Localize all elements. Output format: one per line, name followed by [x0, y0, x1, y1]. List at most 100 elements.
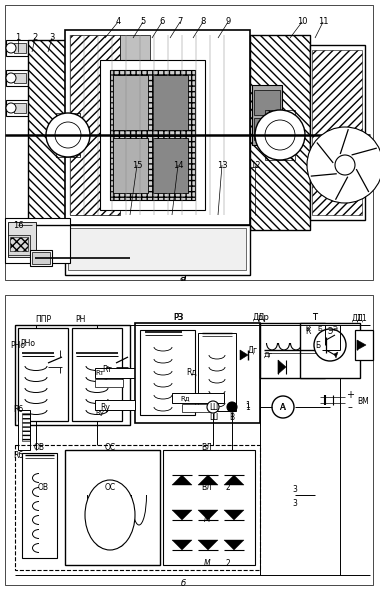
Bar: [95, 400, 135, 410]
Text: Rд: Rд: [180, 395, 190, 401]
Text: 7: 7: [177, 17, 183, 26]
Circle shape: [6, 103, 16, 113]
Bar: [56, 113, 80, 157]
Text: ВЛ: ВЛ: [202, 443, 212, 451]
Bar: [265, 110, 295, 160]
Ellipse shape: [85, 480, 135, 550]
Text: Э: Э: [332, 326, 337, 332]
Text: ОВ: ОВ: [38, 484, 49, 493]
Text: ОС: ОС: [105, 443, 116, 451]
Text: Дг: Дг: [263, 352, 272, 358]
Circle shape: [207, 401, 219, 413]
Text: Rб: Rб: [13, 451, 23, 460]
Polygon shape: [172, 510, 192, 520]
Bar: [5, 5, 373, 280]
Polygon shape: [357, 340, 366, 350]
Bar: [8, 222, 36, 257]
Text: РНо: РНо: [11, 340, 25, 349]
Bar: [120, 155, 150, 210]
Text: 2: 2: [226, 484, 230, 493]
Text: 6: 6: [159, 17, 165, 26]
Text: РЗ: РЗ: [173, 313, 183, 323]
Text: 10: 10: [297, 17, 307, 26]
Text: Э: Э: [328, 328, 332, 337]
Text: Т: Т: [312, 313, 318, 323]
Text: 3: 3: [49, 34, 55, 43]
Text: Ш: Ш: [209, 403, 217, 413]
Text: Т: Т: [313, 313, 317, 323]
Text: Rу: Rу: [95, 410, 104, 416]
Bar: [135, 323, 260, 423]
Bar: [30, 250, 52, 266]
Text: 13: 13: [217, 160, 227, 169]
Polygon shape: [198, 475, 218, 485]
Bar: [312, 50, 362, 215]
Text: 5: 5: [140, 17, 146, 26]
Bar: [300, 323, 360, 378]
Bar: [6, 100, 28, 116]
Text: Б: Б: [315, 340, 321, 349]
Text: В: В: [230, 413, 234, 422]
Text: М: М: [204, 515, 210, 524]
Bar: [70, 35, 120, 215]
Bar: [6, 40, 28, 56]
Bar: [113, 138, 148, 193]
Text: 9: 9: [225, 17, 231, 26]
Polygon shape: [240, 350, 248, 360]
Bar: [172, 393, 224, 403]
Bar: [8, 235, 30, 255]
Text: 16: 16: [13, 220, 23, 229]
Bar: [10, 237, 28, 251]
Circle shape: [272, 396, 294, 418]
Text: Др: Др: [253, 313, 263, 323]
Bar: [14, 103, 26, 113]
Polygon shape: [198, 510, 218, 520]
Text: 14: 14: [173, 160, 183, 169]
Text: +: +: [346, 390, 354, 400]
Text: 1: 1: [245, 403, 250, 412]
Bar: [100, 60, 205, 210]
Bar: [110, 70, 195, 200]
Text: 3: 3: [293, 499, 298, 508]
Circle shape: [46, 113, 90, 157]
Text: 15: 15: [132, 160, 142, 169]
Text: М: М: [204, 559, 210, 568]
Bar: [310, 45, 365, 220]
Text: Б: Б: [318, 326, 322, 332]
Circle shape: [6, 43, 16, 53]
Bar: [110, 70, 195, 200]
Polygon shape: [224, 540, 244, 550]
Text: Др: Др: [258, 313, 270, 323]
Bar: [72, 328, 122, 421]
Bar: [32, 252, 50, 264]
Bar: [15, 445, 260, 570]
Text: 8: 8: [200, 17, 206, 26]
Text: А: А: [280, 403, 286, 412]
Text: РН: РН: [75, 316, 85, 325]
Bar: [5, 295, 373, 585]
Polygon shape: [224, 510, 244, 520]
Bar: [22, 453, 57, 558]
Bar: [250, 35, 310, 230]
Bar: [65, 30, 250, 225]
Bar: [163, 450, 255, 565]
Bar: [28, 40, 68, 220]
Bar: [153, 75, 188, 130]
Text: ППР: ППР: [35, 316, 51, 325]
Circle shape: [335, 155, 355, 175]
Bar: [95, 368, 135, 378]
Bar: [113, 75, 148, 130]
Text: а: а: [180, 273, 187, 283]
Bar: [355, 330, 373, 360]
Text: 4: 4: [116, 17, 120, 26]
Bar: [120, 35, 150, 90]
Text: ОС: ОС: [105, 484, 116, 493]
Bar: [15, 325, 130, 425]
Polygon shape: [334, 352, 338, 358]
Polygon shape: [172, 540, 192, 550]
Text: 11: 11: [318, 17, 328, 26]
Circle shape: [307, 127, 380, 203]
Text: Дг: Дг: [248, 346, 258, 355]
Text: б: б: [180, 578, 185, 587]
Bar: [250, 35, 310, 230]
